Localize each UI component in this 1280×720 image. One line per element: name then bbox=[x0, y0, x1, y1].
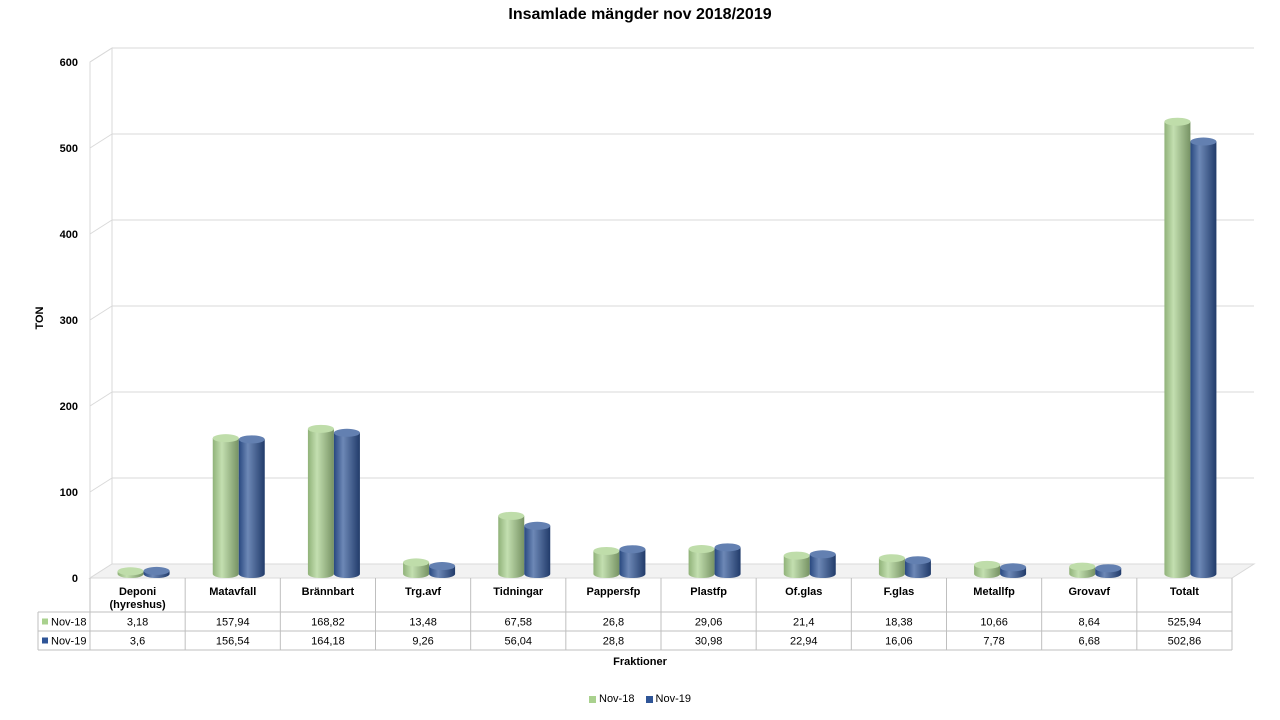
data-label: 502,86 bbox=[1168, 636, 1202, 648]
table-legend-swatch bbox=[42, 618, 48, 625]
x-tick-label: Brännbart bbox=[302, 586, 355, 598]
y-tick-label: 300 bbox=[60, 315, 78, 327]
data-label: 168,82 bbox=[311, 617, 345, 629]
legend-item-nov-18: Nov-18 bbox=[589, 693, 634, 705]
data-label: 10,66 bbox=[980, 617, 1008, 629]
bar bbox=[783, 551, 810, 578]
bar bbox=[307, 424, 334, 578]
bar bbox=[524, 521, 551, 578]
bar bbox=[688, 545, 715, 578]
bar bbox=[1164, 117, 1191, 579]
data-label: 3,18 bbox=[127, 617, 148, 629]
gridline-side bbox=[89, 305, 113, 321]
bar bbox=[878, 554, 905, 578]
data-label: 22,94 bbox=[790, 636, 818, 648]
bar bbox=[429, 562, 456, 578]
data-label: 16,06 bbox=[885, 636, 913, 648]
data-label: 26,8 bbox=[603, 617, 624, 629]
bar bbox=[333, 428, 360, 578]
data-label: 13,48 bbox=[409, 617, 437, 629]
x-axis-label: Fraktioner bbox=[613, 656, 667, 668]
bar bbox=[809, 550, 836, 578]
bar bbox=[1190, 137, 1217, 578]
data-label: 18,38 bbox=[885, 617, 913, 629]
x-tick-label: Totalt bbox=[1170, 586, 1199, 598]
gridline-side bbox=[89, 391, 113, 407]
legend-item-nov-19: Nov-19 bbox=[645, 693, 691, 705]
legend-label-nov-19: Nov-19 bbox=[655, 693, 691, 705]
gridline-side bbox=[89, 219, 113, 235]
data-label: 7,78 bbox=[983, 636, 1004, 648]
legend: Nov-18 Nov-19 bbox=[0, 693, 1280, 705]
x-tick-label: Pappersfp bbox=[587, 586, 641, 598]
x-tick-label: Metallfp bbox=[973, 586, 1015, 598]
bar bbox=[1095, 564, 1122, 578]
data-label: 8,64 bbox=[1079, 617, 1100, 629]
bar bbox=[714, 543, 741, 578]
y-tick-label: 500 bbox=[60, 143, 78, 155]
x-tick-label: Plastfp bbox=[690, 586, 727, 598]
bar bbox=[212, 434, 239, 578]
y-tick-label: 600 bbox=[60, 57, 78, 69]
x-tick-label: Of.glas bbox=[785, 586, 822, 598]
bar bbox=[403, 558, 430, 578]
y-tick-label: 200 bbox=[60, 401, 78, 413]
data-label: 157,94 bbox=[216, 617, 250, 629]
y-tick-label: 100 bbox=[60, 487, 78, 499]
legend-label-nov-18: Nov-18 bbox=[599, 693, 635, 705]
data-label: 56,04 bbox=[504, 636, 532, 648]
data-label: 67,58 bbox=[504, 617, 532, 629]
data-label: 21,4 bbox=[793, 617, 814, 629]
x-tick-label: Matavfall bbox=[209, 586, 256, 598]
x-tick-label: F.glas bbox=[884, 586, 915, 598]
data-label: 29,06 bbox=[695, 617, 723, 629]
chart-title: Insamlade mängder nov 2018/2019 bbox=[508, 6, 772, 23]
table-series-name: Nov-18 bbox=[51, 617, 86, 629]
bar bbox=[238, 435, 265, 578]
bar bbox=[1000, 563, 1027, 578]
x-tick-label: Deponi bbox=[119, 586, 156, 598]
bar bbox=[498, 511, 525, 578]
data-label: 525,94 bbox=[1168, 617, 1202, 629]
data-label: 156,54 bbox=[216, 636, 250, 648]
data-label: 30,98 bbox=[695, 636, 723, 648]
y-tick-label: 400 bbox=[60, 229, 78, 241]
bar bbox=[593, 546, 620, 578]
gridline-side bbox=[89, 477, 113, 493]
legend-swatch-nov-19 bbox=[645, 695, 653, 703]
x-tick-label: Grovavf bbox=[1068, 586, 1110, 598]
table-series-name: Nov-19 bbox=[51, 636, 86, 648]
bar bbox=[143, 566, 170, 578]
data-label: 28,8 bbox=[603, 636, 624, 648]
table-legend-swatch bbox=[42, 637, 48, 644]
bar bbox=[619, 545, 646, 578]
legend-swatch-nov-18 bbox=[589, 695, 596, 703]
bar bbox=[1069, 562, 1096, 578]
gridline-side bbox=[89, 133, 113, 149]
x-tick-label: Trg.avf bbox=[405, 586, 441, 598]
data-label: 164,18 bbox=[311, 636, 345, 648]
data-label: 9,26 bbox=[412, 636, 433, 648]
x-tick-label: Tidningar bbox=[493, 586, 544, 598]
bar bbox=[117, 567, 144, 578]
bar bbox=[974, 560, 1001, 578]
data-label: 3,6 bbox=[130, 636, 145, 648]
gridline-side bbox=[89, 47, 113, 63]
data-label: 6,68 bbox=[1079, 636, 1100, 648]
y-tick-label: 0 bbox=[72, 573, 78, 585]
x-tick-label: (hyreshus) bbox=[109, 599, 166, 611]
bar bbox=[904, 556, 931, 578]
